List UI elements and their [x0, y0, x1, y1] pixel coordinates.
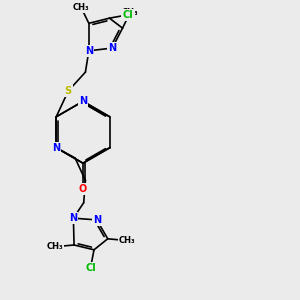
- Text: Cl: Cl: [123, 10, 134, 20]
- Text: Cl: Cl: [85, 263, 96, 273]
- Text: CH₃: CH₃: [73, 3, 90, 12]
- Text: N: N: [93, 215, 101, 225]
- Text: N: N: [79, 96, 87, 106]
- Text: N: N: [69, 213, 77, 223]
- Text: CH₃: CH₃: [118, 236, 135, 245]
- Text: N: N: [85, 46, 93, 56]
- Text: N: N: [108, 43, 116, 53]
- Text: CH₃: CH₃: [122, 8, 138, 17]
- Text: O: O: [79, 184, 87, 194]
- Text: S: S: [65, 86, 72, 96]
- Text: CH₃: CH₃: [47, 242, 64, 251]
- Text: N: N: [52, 143, 60, 153]
